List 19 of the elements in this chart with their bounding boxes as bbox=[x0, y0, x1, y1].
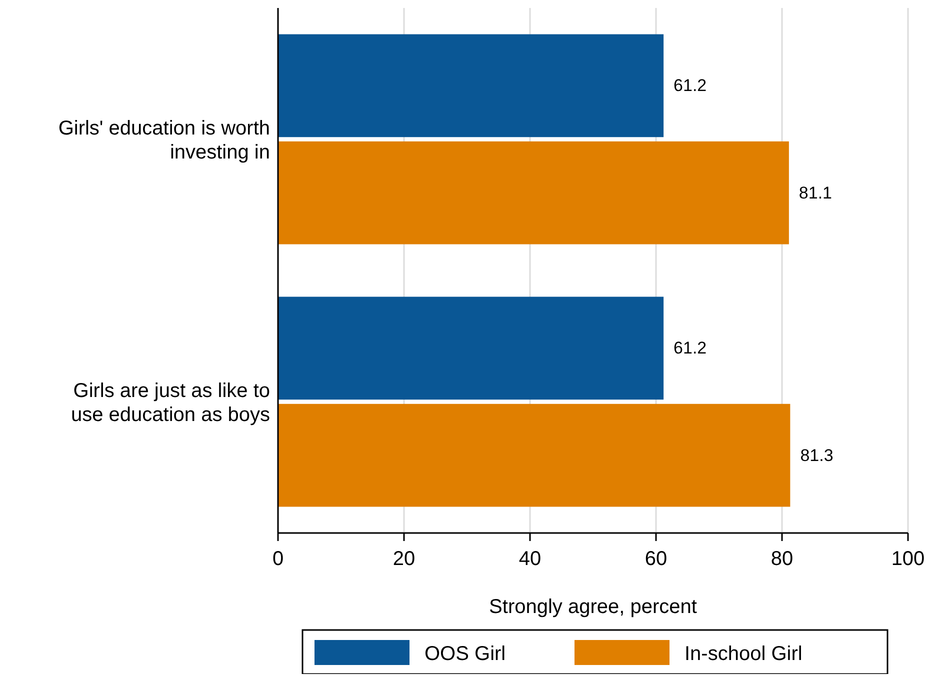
legend-label: OOS Girl bbox=[424, 643, 506, 665]
x-tick-label: 20 bbox=[392, 548, 416, 570]
bar bbox=[278, 404, 790, 507]
y-tick-label: Girls' education is worth investing in bbox=[58, 117, 270, 164]
bar bbox=[278, 141, 789, 244]
x-tick-label: 0 bbox=[272, 548, 284, 570]
data-label: 81.3 bbox=[800, 446, 834, 465]
x-tick-label: 100 bbox=[891, 548, 925, 570]
y-tick-label: Girls are just as like to use education as boys bbox=[70, 380, 270, 426]
bar bbox=[278, 296, 664, 400]
x-tick-label: 80 bbox=[770, 548, 794, 570]
x-axis-title: Strongly agree, percent bbox=[489, 596, 698, 618]
legend-label: In-school Girl bbox=[684, 643, 802, 665]
data-label: 61.2 bbox=[674, 338, 707, 358]
x-tick-label: 40 bbox=[518, 548, 542, 570]
bar bbox=[278, 34, 664, 138]
data-label: 81.1 bbox=[798, 183, 832, 202]
x-tick-label: 60 bbox=[644, 548, 668, 570]
data-label: 61.2 bbox=[674, 76, 707, 96]
